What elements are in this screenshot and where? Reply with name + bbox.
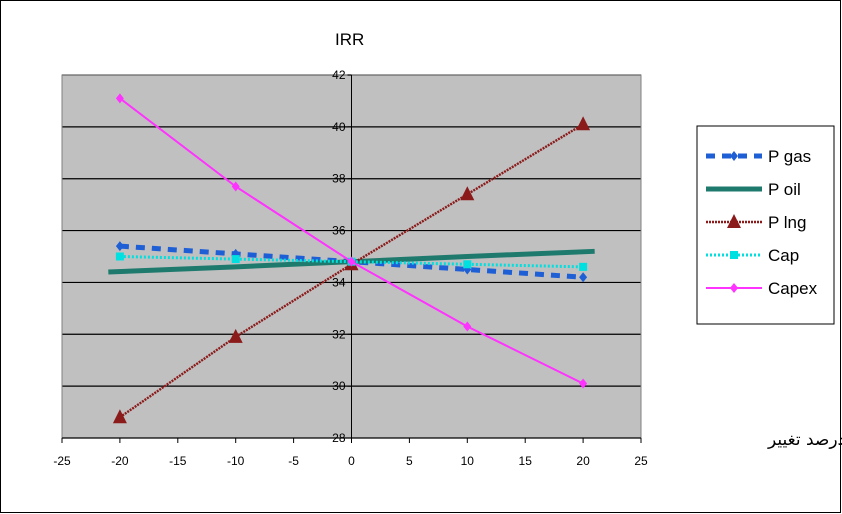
legend-marker-cap	[730, 251, 738, 259]
y-tick-label: 36	[332, 224, 346, 238]
series-line-cap	[119, 255, 584, 269]
y-tick-label: 42	[332, 68, 346, 82]
data-point-capex	[579, 378, 588, 389]
series-capex	[115, 93, 588, 389]
data-point-capex	[115, 93, 124, 104]
legend-marker-capex	[730, 283, 738, 293]
legend-label-capex: Capex	[768, 279, 818, 298]
legend-label-p-oil: P oil	[768, 180, 801, 199]
data-point-p-lng	[460, 186, 475, 201]
x-tick-label: 15	[519, 454, 533, 468]
data-point-cap	[231, 255, 240, 264]
x-tick-label: 0	[348, 454, 355, 468]
data-point-p-gas	[115, 241, 124, 252]
legend-marker-p-lng	[727, 214, 741, 228]
data-point-capex	[347, 256, 356, 267]
data-point-capex	[463, 321, 472, 332]
x-tick-label: -5	[288, 454, 299, 468]
data-point-cap	[463, 260, 472, 269]
data-point-capex	[231, 181, 240, 192]
x-tick-label: 10	[461, 454, 475, 468]
x-tick-label: 25	[634, 454, 648, 468]
y-tick-label: 30	[332, 379, 346, 393]
chart-title: IRR	[335, 30, 364, 49]
y-tick-label: 38	[332, 172, 346, 186]
x-tick-label: -25	[53, 454, 71, 468]
x-tick-label: -10	[227, 454, 245, 468]
legend: P gas P oil P lng Cap Capex	[696, 125, 835, 325]
data-point-p-lng	[228, 328, 243, 343]
y-tick-label: 40	[332, 120, 346, 134]
data-point-cap	[579, 262, 588, 271]
data-point-cap	[115, 252, 124, 261]
x-tick-label: 5	[406, 454, 413, 468]
x-tick-label: -20	[111, 454, 129, 468]
legend-label-p-gas: P gas	[768, 147, 811, 166]
y-tick-labels: 28 30 32 34 36 38 40 42	[332, 68, 346, 445]
y-tick-label: 28	[332, 431, 346, 445]
series-group	[108, 93, 595, 424]
data-point-p-lng	[576, 116, 591, 131]
x-tick-labels: -25 -20 -15 -10 -5 0 5 10 15 20 25	[53, 454, 648, 468]
legend-label-p-lng: P lng	[768, 213, 806, 232]
data-point-p-gas	[579, 272, 588, 283]
legend-box	[696, 125, 835, 325]
y-tick-label: 32	[332, 327, 346, 341]
legend-label-cap: Cap	[768, 246, 799, 265]
legend-marker-p-gas	[730, 151, 738, 161]
x-tick-label: -15	[169, 454, 187, 468]
x-axis-label: درصد تغییر	[767, 430, 842, 450]
data-point-p-lng	[112, 409, 127, 424]
y-tick-label: 34	[332, 275, 346, 289]
x-tick-label: 20	[576, 454, 590, 468]
